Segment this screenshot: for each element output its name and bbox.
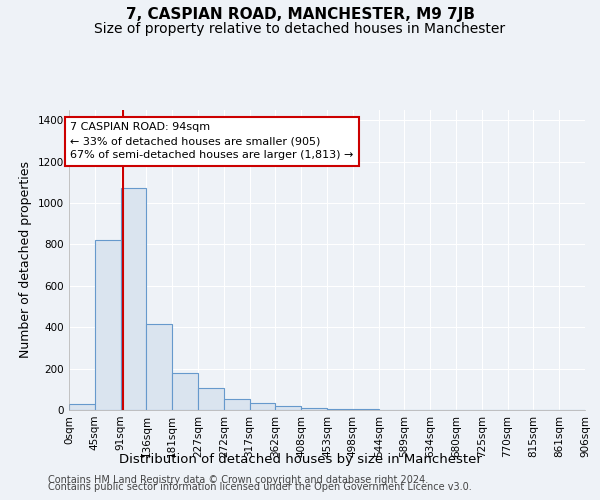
Y-axis label: Number of detached properties: Number of detached properties <box>19 162 32 358</box>
Bar <box>146 324 172 410</box>
Bar <box>301 408 327 410</box>
Bar <box>250 403 275 410</box>
Bar <box>95 240 121 410</box>
Bar <box>327 409 353 410</box>
Text: Contains HM Land Registry data © Crown copyright and database right 2024.: Contains HM Land Registry data © Crown c… <box>48 475 428 485</box>
Bar <box>275 406 301 410</box>
Bar <box>172 373 198 410</box>
Text: Size of property relative to detached houses in Manchester: Size of property relative to detached ho… <box>94 22 506 36</box>
Text: Contains public sector information licensed under the Open Government Licence v3: Contains public sector information licen… <box>48 482 472 492</box>
Text: 7 CASPIAN ROAD: 94sqm
← 33% of detached houses are smaller (905)
67% of semi-det: 7 CASPIAN ROAD: 94sqm ← 33% of detached … <box>70 122 353 160</box>
Bar <box>121 188 146 410</box>
Text: Distribution of detached houses by size in Manchester: Distribution of detached houses by size … <box>119 452 481 466</box>
Bar <box>198 388 224 410</box>
Bar <box>69 404 95 410</box>
Bar <box>224 398 250 410</box>
Text: 7, CASPIAN ROAD, MANCHESTER, M9 7JB: 7, CASPIAN ROAD, MANCHESTER, M9 7JB <box>125 8 475 22</box>
